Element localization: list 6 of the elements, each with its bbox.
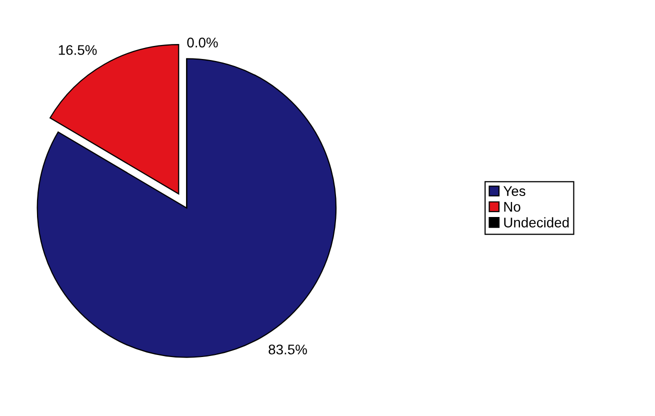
legend-label: No [504, 202, 520, 212]
data-label: 16.5% [58, 45, 97, 55]
legend-label: Yes [503, 186, 526, 196]
data-label: 83.5% [268, 344, 307, 354]
legend-label: Undecided [504, 217, 569, 228]
text: 0.0% [187, 38, 218, 48]
